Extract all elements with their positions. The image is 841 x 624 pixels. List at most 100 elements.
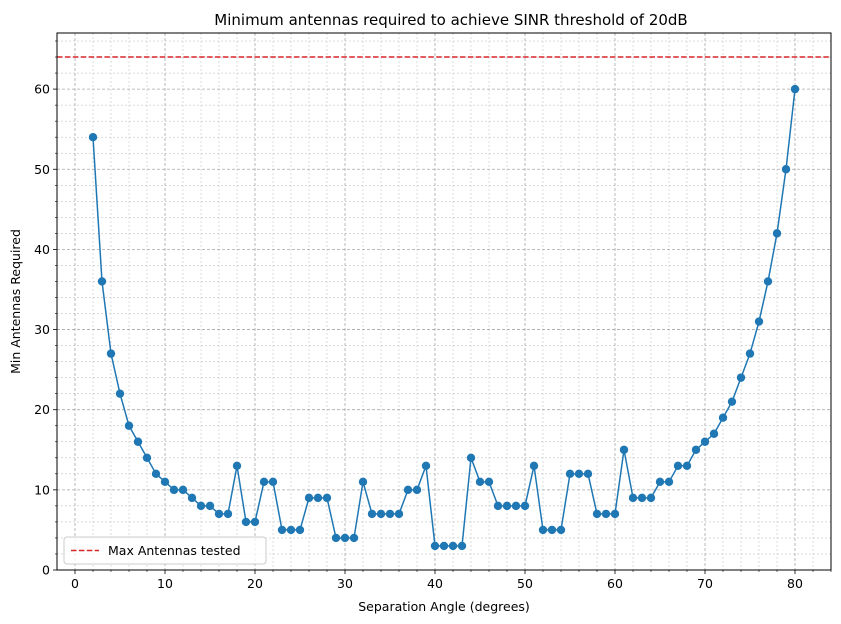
y-tick-label: 0	[42, 563, 50, 578]
data-point	[610, 509, 620, 519]
data-point	[772, 229, 782, 238]
chart-title: Minimum antennas required to achieve SIN…	[214, 11, 687, 29]
data-point	[565, 469, 575, 479]
data-point	[628, 493, 638, 503]
series-group	[88, 84, 800, 551]
data-point	[385, 509, 395, 519]
data-point	[106, 349, 116, 358]
y-tick-label: 50	[34, 162, 50, 177]
data-point	[745, 349, 755, 358]
x-tick-label: 70	[697, 576, 713, 591]
data-point	[250, 517, 260, 527]
data-point	[349, 533, 359, 543]
data-point	[502, 501, 512, 511]
data-point	[682, 461, 692, 471]
data-point	[790, 84, 800, 94]
data-point	[781, 165, 791, 174]
ticks: 0 10 20 30 40 50 60 70 80 0 10 20 30 40 50 60	[34, 40, 832, 591]
data-point	[160, 477, 170, 487]
data-point	[430, 541, 440, 551]
data-point	[556, 525, 566, 535]
data-point	[286, 525, 296, 535]
data-point	[511, 501, 521, 511]
x-tick-label: 0	[71, 576, 79, 591]
data-point	[646, 493, 656, 503]
data-point	[205, 501, 215, 511]
plot-frame	[56, 32, 832, 571]
data-point	[547, 525, 557, 535]
x-tick-label: 20	[247, 576, 263, 591]
data-point	[358, 477, 368, 487]
legend-entry-max-antennas: Max Antennas tested	[108, 543, 241, 558]
data-point	[727, 397, 737, 406]
data-point	[403, 485, 413, 495]
data-point	[655, 477, 665, 487]
y-tick-label: 20	[34, 402, 50, 417]
data-point	[331, 533, 341, 543]
y-tick-label: 10	[34, 482, 50, 497]
data-point	[322, 493, 332, 503]
data-point	[412, 485, 422, 495]
data-point	[700, 437, 710, 446]
data-point	[394, 509, 404, 519]
y-tick-label: 30	[34, 322, 50, 337]
data-point	[259, 477, 269, 487]
data-point	[529, 461, 539, 471]
data-point	[367, 509, 377, 519]
data-point	[457, 541, 467, 551]
data-point	[673, 461, 683, 471]
data-point	[691, 445, 701, 454]
data-point	[178, 485, 188, 495]
data-point	[574, 469, 584, 479]
x-tick-label: 50	[517, 576, 533, 591]
data-point	[718, 413, 728, 422]
data-point	[223, 509, 233, 519]
data-point	[340, 533, 350, 543]
x-tick-label: 40	[427, 576, 443, 591]
data-point	[664, 477, 674, 487]
data-point	[448, 541, 458, 551]
y-tick-label: 60	[34, 82, 50, 97]
data-point	[187, 493, 197, 503]
data-point	[214, 509, 224, 519]
data-point	[763, 277, 773, 286]
x-tick-label: 80	[787, 576, 803, 591]
data-point	[484, 477, 494, 487]
data-point	[421, 461, 431, 471]
data-point	[241, 517, 251, 527]
data-point	[196, 501, 206, 511]
data-point	[295, 525, 305, 535]
data-point	[115, 389, 125, 398]
data-point	[142, 453, 152, 462]
legend-box	[63, 536, 267, 565]
data-point	[601, 509, 611, 519]
data-point	[151, 469, 161, 479]
data-point	[439, 541, 449, 551]
data-point	[709, 429, 719, 438]
data-point	[88, 132, 98, 142]
data-point	[754, 317, 764, 326]
data-point	[124, 421, 134, 430]
data-point	[232, 461, 242, 471]
data-point	[376, 509, 386, 519]
data-point	[304, 493, 314, 503]
data-point	[268, 477, 278, 487]
x-tick-label: 60	[607, 576, 623, 591]
data-point	[133, 437, 143, 446]
data-point	[520, 501, 530, 511]
x-axis-label: Separation Angle (degrees)	[358, 599, 530, 614]
data-point	[493, 501, 503, 511]
data-point	[313, 493, 323, 503]
data-point	[736, 373, 746, 382]
x-tick-label: 10	[157, 576, 173, 591]
data-point	[619, 445, 629, 454]
data-point	[637, 493, 647, 503]
data-point	[169, 485, 179, 495]
data-point	[592, 509, 602, 519]
legend: Max Antennas tested	[63, 536, 267, 565]
data-point	[538, 525, 548, 535]
data-point	[583, 469, 593, 479]
x-tick-label: 30	[337, 576, 353, 591]
